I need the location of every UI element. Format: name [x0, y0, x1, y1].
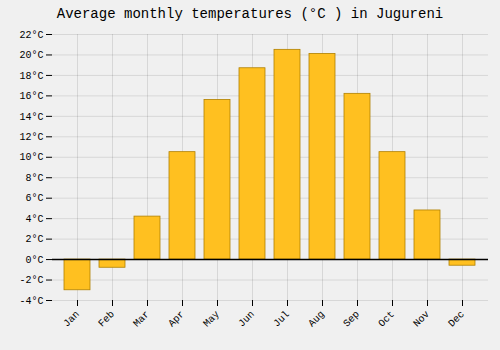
svg-text:12°C: 12°C	[19, 132, 43, 143]
svg-text:16°C: 16°C	[19, 91, 43, 102]
svg-text:8°C: 8°C	[25, 173, 43, 184]
svg-text:20°C: 20°C	[19, 50, 43, 61]
html-text:Average monthly temperatures (: Average monthly temperatures (°C ) in Ju…	[56, 6, 444, 22]
svg-text:-4°C: -4°C	[19, 296, 43, 307]
svg-text:Sep: Sep	[341, 309, 362, 330]
svg-text:6°C: 6°C	[25, 193, 43, 204]
svg-text:May: May	[201, 309, 222, 330]
svg-text:18°C: 18°C	[19, 71, 43, 82]
svg-text:22°C: 22°C	[19, 30, 43, 41]
svg-text:Apr: Apr	[166, 309, 187, 330]
svg-text:2°C: 2°C	[25, 234, 43, 245]
svg-text:Jan: Jan	[61, 309, 82, 330]
svg-text:Nov: Nov	[411, 309, 432, 330]
svg-text:Jul: Jul	[271, 309, 292, 330]
svg-text:Oct: Oct	[376, 309, 397, 330]
svg-text:Mar: Mar	[131, 309, 152, 330]
svg-text:-2°C: -2°C	[19, 275, 43, 286]
svg-text:0°C: 0°C	[25, 255, 43, 266]
svg-text:Aug: Aug	[306, 309, 327, 330]
svg-text:4°C: 4°C	[25, 214, 43, 225]
svg-text:Jun: Jun	[236, 309, 257, 330]
svg-text:14°C: 14°C	[19, 112, 43, 123]
svg-text:10°C: 10°C	[19, 152, 43, 163]
svg-text:Dec: Dec	[446, 309, 467, 330]
svg-text:Feb: Feb	[96, 309, 117, 330]
